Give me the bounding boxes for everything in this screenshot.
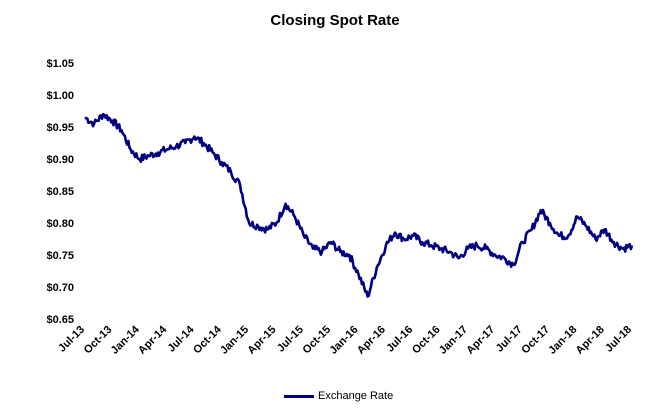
x-tick-label: Apr-15: [245, 324, 278, 357]
x-tick-label: Oct-15: [301, 324, 334, 357]
legend-swatch: [284, 394, 314, 398]
x-tick-label: Apr-16: [355, 324, 388, 357]
y-tick-label: $1.05: [46, 58, 74, 70]
x-tick-label: Jan-17: [437, 324, 470, 357]
x-tick-label: Apr-18: [574, 324, 607, 357]
y-tick-label: $1.00: [46, 90, 74, 102]
x-tick-label: Oct-14: [191, 323, 224, 356]
x-tick-label: Oct-17: [519, 324, 552, 357]
legend-label: Exchange Rate: [318, 390, 394, 402]
x-tick-label: Jul-16: [384, 324, 415, 355]
y-tick-label: $0.90: [46, 154, 74, 166]
y-axis: $0.65 $0.70 $0.75 $0.80 $0.85 $0.90 $0.95 $1.00…: [46, 58, 74, 326]
legend: Exchange Rate: [284, 388, 393, 404]
y-tick-label: $0.65: [46, 314, 74, 326]
x-tick-label: Jan-14: [109, 323, 143, 357]
x-tick-label: Jan-18: [546, 324, 579, 357]
y-tick-label: $0.85: [46, 186, 74, 198]
y-tick-label: $0.95: [46, 122, 74, 134]
y-tick-label: $0.80: [46, 218, 74, 230]
y-tick-label: $0.75: [46, 250, 74, 262]
x-axis: Jul-13Oct-13Jan-14Apr-14Jul-14Oct-14Jan-…: [56, 323, 634, 357]
x-tick-label: Jan-15: [218, 324, 251, 357]
x-tick-label: Jul-18: [603, 324, 634, 355]
x-tick-label: Jan-16: [327, 324, 360, 357]
series-line-exchange-rate: [84, 112, 634, 298]
x-tick-label: Oct-16: [410, 324, 443, 357]
plot-area: [84, 112, 634, 298]
x-tick-label: Apr-14: [136, 323, 170, 357]
chart-title: Closing Spot Rate: [270, 12, 400, 29]
x-tick-label: Apr-17: [464, 324, 497, 357]
x-tick-label: Oct-13: [82, 324, 115, 357]
y-tick-label: $0.70: [46, 282, 74, 294]
